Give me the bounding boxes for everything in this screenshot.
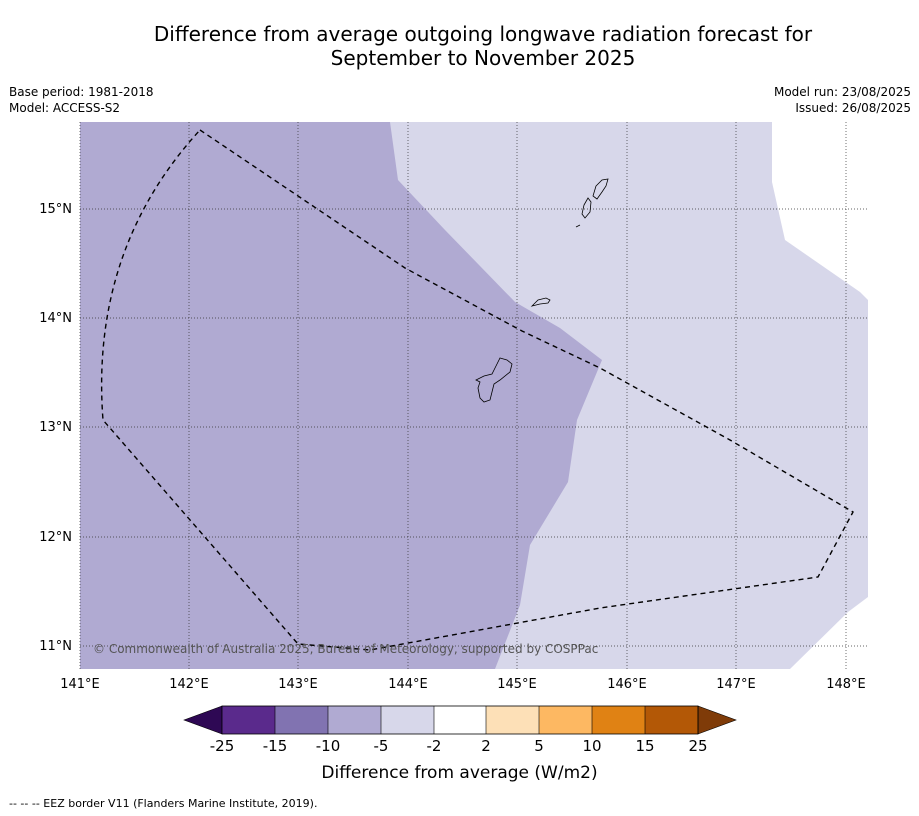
lat-label-14: 14°N [39,311,72,326]
colorbar-tick: 5 [534,737,544,755]
lon-label-142: 142°E [169,677,209,692]
colorbar-seg-1 [222,706,275,734]
issued-date: Issued: 26/08/2025 [795,101,911,115]
colorbar-seg-7 [539,706,592,734]
colorbar: -25 -15 -10 -5 -2 2 5 10 15 25 [183,705,737,755]
lon-label-143: 143°E [278,677,318,692]
colorbar-seg-6 [486,706,539,734]
colorbar-tick: 10 [582,737,601,755]
white-region-bottom [790,597,868,669]
colorbar-extend-low [183,705,223,735]
islands [475,178,609,403]
aguijan-island [575,224,581,228]
guam-island [475,357,513,403]
tinian-island [581,197,592,219]
lon-label-147: 147°E [716,677,756,692]
lon-label-145: 145°E [497,677,537,692]
colorbar-seg-3 [328,706,381,734]
colorbar-frame [221,705,699,735]
lon-label-144: 144°E [388,677,428,692]
lat-label-11: 11°N [39,639,72,654]
copyright-text: © Commonwealth of Australia 2025, Bureau… [93,642,598,656]
map-title: Difference from average outgoing longwav… [80,22,886,70]
anomaly-band-dark [80,122,602,669]
colorbar-tick: 25 [688,737,707,755]
colorbar-tick: -5 [374,737,389,755]
lon-labels: 141°E 142°E 143°E 144°E 145°E 146°E 147°… [60,677,866,692]
model-name: Model: ACCESS-S2 [9,101,121,115]
colorbar-ticks: -25 -15 -10 -5 -2 2 5 10 15 25 [210,737,708,755]
colorbar-seg-5 [434,706,486,734]
lon-label-146: 146°E [607,677,647,692]
saipan-island [592,178,609,200]
colorbar-tick: 15 [635,737,654,755]
eez-footnote: -- -- -- EEZ border V11 (Flanders Marine… [9,797,318,810]
base-period: Base period: 1981-2018 [9,85,154,99]
map-panel [80,122,868,669]
colorbar-tick: -25 [210,737,235,755]
lat-labels: 15°N 14°N 13°N 12°N 11°N [39,202,72,654]
colorbar-seg-9 [645,706,698,734]
model-run: Model run: 23/08/2025 [773,85,911,99]
colorbar-seg-4 [381,706,434,734]
colorbar-label: Difference from average (W/m2) [321,763,598,783]
lat-label-13: 13°N [39,420,72,435]
lon-label-148: 148°E [826,677,866,692]
rota-island [530,297,551,307]
meta-left: Base period: 1981-2018 Model: ACCESS-S2 [9,84,154,116]
colorbar-tick: -15 [263,737,288,755]
gridlines [79,122,868,669]
lat-label-15: 15°N [39,202,72,217]
title-line-1: Difference from average outgoing longwav… [153,22,813,46]
title-line-2: September to November 2025 [330,46,636,70]
eez-border [100,129,854,651]
colorbar-seg-8 [592,706,645,734]
colorbar-tick: -2 [427,737,442,755]
lon-label-141: 141°E [60,677,100,692]
white-region [772,122,868,300]
colorbar-extend-high [697,705,737,735]
lat-label-12: 12°N [39,530,72,545]
colorbar-tick: 2 [481,737,491,755]
meta-right: Model run: 23/08/2025 Issued: 26/08/2025 [774,84,911,116]
colorbar-tick: -10 [316,737,341,755]
colorbar-seg-2 [275,706,328,734]
